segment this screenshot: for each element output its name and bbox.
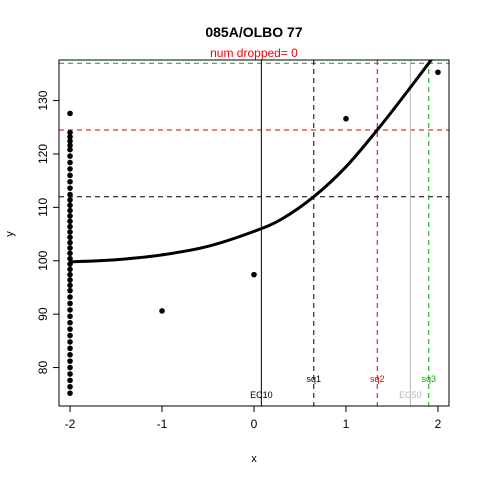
data-point: [67, 383, 73, 390]
data-point: [67, 234, 73, 241]
data-point: [67, 371, 73, 377]
data-point: [67, 178, 73, 185]
x-tick-label: 0: [251, 417, 258, 431]
data-point: [67, 339, 73, 345]
data-point: [67, 390, 73, 396]
data-point: [67, 218, 73, 225]
data-point: [67, 319, 73, 326]
data-point: [67, 166, 73, 172]
data-point: [67, 138, 73, 144]
vline-label-sq3: sq3: [422, 374, 437, 384]
y-tick-label: 120: [36, 144, 50, 164]
data-point: [67, 358, 73, 364]
data-point: [67, 345, 73, 352]
data-point: [67, 287, 73, 294]
fit-curve-layer: [69, 60, 434, 264]
points-layer: [67, 69, 441, 396]
reference-lines-layer: [59, 60, 449, 406]
data-point: [251, 271, 257, 278]
vline-label-ec50: EC50: [399, 390, 422, 400]
y-axis-label: y: [4, 231, 16, 237]
x-tick-label: -1: [157, 417, 168, 431]
data-point: [67, 261, 73, 267]
y-tick-label: 100: [36, 250, 50, 270]
data-point: [67, 313, 73, 320]
data-point: [67, 213, 73, 219]
data-point: [67, 153, 73, 159]
y-tick-label: 110: [36, 197, 50, 216]
data-point: [67, 110, 73, 117]
vline-label-sq1: sq1: [307, 374, 322, 384]
data-point: [67, 282, 73, 289]
data-point: [67, 351, 73, 358]
data-point: [67, 197, 73, 203]
data-point: [67, 191, 73, 198]
y-tick-label: 90: [36, 307, 50, 321]
data-point: [67, 277, 73, 283]
fit-curve: [69, 60, 434, 264]
data-point: [435, 69, 441, 76]
x-axis-label: x: [251, 453, 257, 465]
data-point: [67, 185, 73, 191]
data-point: [67, 223, 73, 230]
data-point: [67, 326, 73, 332]
y-tick-label: 130: [36, 90, 50, 110]
chart-title: 085A/OLBO 77: [205, 24, 302, 40]
x-tick-label: 2: [435, 417, 442, 431]
axes-layer: -2 -1 0 1 2 80 90 100 110 120 130: [36, 59, 450, 431]
x-tick-label: -2: [65, 417, 76, 431]
data-point: [343, 115, 349, 122]
data-point: [67, 229, 73, 235]
data-point: [67, 207, 73, 214]
data-point: [67, 364, 73, 371]
data-point: [67, 172, 73, 179]
x-tick-label: 1: [343, 417, 350, 431]
data-point: [67, 250, 73, 257]
vline-label-sq2: sq2: [370, 374, 385, 384]
data-point: [67, 239, 73, 246]
data-point: [67, 159, 73, 166]
vline-label-ec10: EC10: [250, 390, 273, 400]
data-point: [159, 308, 165, 314]
data-point: [67, 245, 73, 251]
data-point: [67, 142, 73, 149]
data-point: [67, 377, 73, 384]
data-point: [67, 266, 73, 273]
y-tick-label: 80: [36, 361, 50, 375]
data-point: [67, 294, 73, 300]
data-point: [67, 146, 73, 153]
data-point: [67, 271, 73, 278]
data-point: [67, 255, 73, 262]
chart-subtitle: num dropped= 0: [210, 46, 298, 60]
data-point: [67, 202, 73, 209]
data-point: [67, 129, 73, 136]
data-point: [67, 307, 73, 313]
data-point: [67, 134, 73, 140]
data-point: [67, 332, 73, 339]
data-point: [67, 300, 73, 307]
